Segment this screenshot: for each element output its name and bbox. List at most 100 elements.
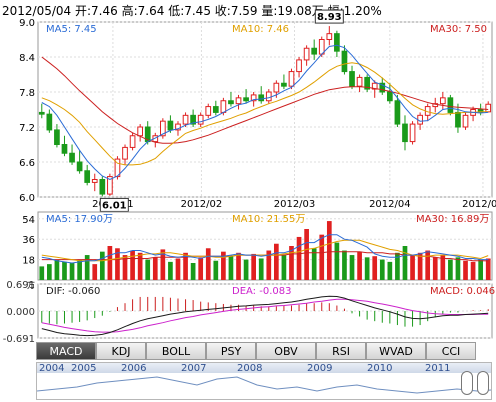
candle-body (341, 50, 348, 73)
candle-body (84, 170, 91, 183)
volume-bar (296, 236, 302, 280)
price-panel-frame (37, 21, 493, 198)
volume-bar (364, 257, 370, 280)
close-value: 7.59 (230, 4, 258, 18)
candle-body (91, 179, 98, 183)
nav-year: 2008 (237, 363, 263, 374)
price-ma30-line (41, 56, 489, 144)
high-value: 7.64 (137, 4, 165, 18)
volume-bar (145, 259, 151, 280)
tab-rsi[interactable]: RSI (316, 342, 366, 360)
candle-body (303, 47, 310, 61)
candle-body (364, 76, 370, 90)
candle-body (76, 161, 83, 172)
close-label: 收: (214, 4, 231, 18)
volume-bar (39, 266, 45, 280)
candle-body (243, 97, 249, 102)
candle-body (356, 76, 363, 87)
macd-y-tick: 0.691 (6, 280, 35, 291)
volume-bar (342, 250, 347, 280)
nav-year: 2007 (181, 363, 207, 374)
candle-body (447, 97, 454, 113)
volume-bar (99, 251, 105, 280)
price-ma5-line (41, 44, 489, 181)
volume-panel-frame (37, 211, 493, 281)
candle-body (477, 109, 484, 113)
candle-body (250, 94, 257, 102)
volume-ma30-legend: MA30: 16.89万 (416, 214, 489, 225)
volume-bar (228, 256, 234, 280)
price-x-tick: 2012/02 (181, 199, 223, 210)
volume-bar (357, 251, 362, 280)
volume-bar (243, 259, 249, 280)
volume-bar (137, 252, 143, 280)
candle-body (334, 33, 340, 52)
volume-y-tick: 54 (22, 215, 35, 226)
candle-body (455, 111, 461, 128)
price-ma5-legend: MA5: 7.45 (46, 24, 97, 35)
min-price-label: 6.01 (102, 200, 127, 211)
candle-body (371, 82, 378, 90)
price-y-tick: 8.4 (19, 53, 35, 64)
tab-cci[interactable]: CCI (426, 342, 476, 360)
volume-bar (326, 221, 332, 280)
volume-bar (69, 263, 75, 280)
price-y-tick: 6.6 (19, 158, 35, 169)
macd-y-tick: -0.691 (3, 334, 35, 342)
tab-boll[interactable]: BOLL (146, 342, 206, 360)
volume-value: 19.08万 (277, 4, 324, 18)
volume-y-tick: 18 (22, 256, 35, 267)
price-x-tick: 2012/03 (274, 199, 316, 210)
volume-bar (319, 234, 325, 280)
tab-obv[interactable]: OBV (256, 342, 316, 360)
candle-body (235, 97, 242, 105)
volume-bar (168, 261, 173, 280)
candle-body (205, 106, 212, 116)
indicator-tabs: MACD KDJ BOLL PSY OBV RSI WVAD CCI (36, 342, 476, 360)
low-value: 7.45 (184, 4, 211, 18)
candle-body (265, 91, 272, 102)
navigator-right-handle[interactable] (477, 371, 489, 395)
volume-bar (47, 264, 52, 280)
price-ma10-legend: MA10: 7.46 (232, 24, 289, 35)
volume-bar (289, 246, 294, 280)
volume-bar (258, 258, 264, 280)
volume-bar (402, 246, 408, 280)
nav-year: 2009 (307, 363, 333, 374)
tab-wvad[interactable]: WVAD (366, 342, 426, 360)
price-ma30-legend: MA30: 7.50 (430, 24, 487, 35)
volume-bar (183, 252, 188, 280)
quote-date: 2012/05/04 (2, 4, 72, 18)
tab-kdj[interactable]: KDJ (96, 342, 146, 360)
candle-body (137, 126, 143, 137)
nav-year: 2004 (39, 363, 65, 374)
quote-header: 2012/05/04 开:7.46 高:7.64 低:7.45 收:7.59 量… (2, 2, 382, 19)
candle-body (311, 47, 318, 55)
timeline-navigator[interactable]: 2004 2005 2006 2007 2008 2009 2010 2011 (36, 362, 492, 400)
volume-bar (387, 261, 393, 280)
candle-body (439, 97, 446, 105)
open-value: 7.46 (91, 4, 118, 18)
candle-body (190, 114, 196, 125)
volume-ma5-line (41, 234, 489, 264)
volume-ma10-legend: MA10: 21.55万 (232, 214, 305, 225)
volume-bar (372, 256, 378, 280)
candle-body (394, 100, 401, 125)
price-x-tick: 2012/04 (369, 199, 411, 210)
chart-canvas[interactable]: 9.08.47.87.26.66.02012/012012/022012/032… (0, 0, 496, 342)
candle-body (228, 100, 234, 105)
navigator-left-handle[interactable] (461, 371, 473, 395)
volume-bar (251, 253, 256, 280)
candle-body (258, 94, 265, 102)
macd-dea-line (41, 298, 489, 333)
candle-body (273, 82, 280, 93)
candle-body (61, 144, 68, 154)
candle-body (409, 123, 416, 143)
tab-psy[interactable]: PSY (206, 342, 256, 360)
candle-body (182, 114, 189, 125)
tab-macd[interactable]: MACD (36, 342, 96, 360)
volume-bar (62, 261, 67, 280)
volume-bar (221, 251, 226, 280)
volume-bar (77, 259, 82, 280)
